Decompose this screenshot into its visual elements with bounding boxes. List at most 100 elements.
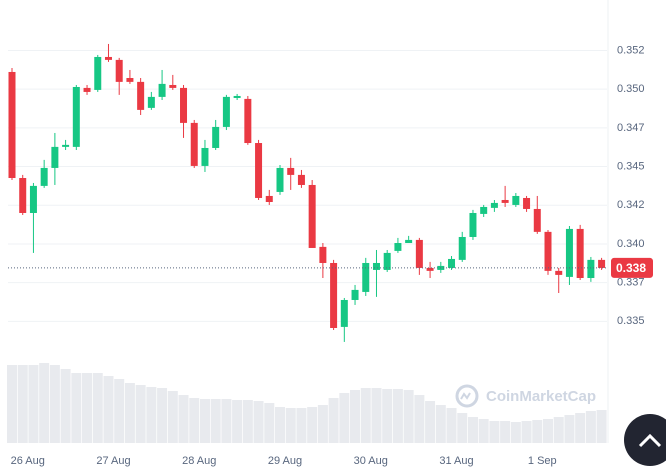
volume-bar xyxy=(285,408,296,443)
volume-bar xyxy=(328,398,339,443)
x-tick-label: 27 Aug xyxy=(96,455,130,467)
x-tick-label: 29 Aug xyxy=(268,455,302,467)
volume-bar xyxy=(17,365,28,443)
current-price-box xyxy=(611,257,653,278)
volume-bar xyxy=(210,399,221,443)
x-tick-label: 28 Aug xyxy=(182,455,216,467)
x-tick-label: 30 Aug xyxy=(354,455,388,467)
volume-bar xyxy=(232,400,243,443)
volume-bar xyxy=(360,388,371,443)
volume-bar xyxy=(467,417,478,443)
scroll-top-button[interactable] xyxy=(624,414,666,466)
y-tick-label: 0.352 xyxy=(617,44,645,56)
y-tick-label: 0.347 xyxy=(617,122,645,134)
volume-bar xyxy=(553,417,564,443)
candle-body xyxy=(555,270,563,275)
candle-body xyxy=(137,81,145,110)
candle-body xyxy=(104,56,112,60)
volume-bar xyxy=(189,398,200,443)
candle-body xyxy=(448,258,456,268)
x-tick-label: 31 Aug xyxy=(439,455,473,467)
volume-bar xyxy=(135,385,146,443)
volume-bar xyxy=(414,395,425,443)
y-tick-label: 0.337 xyxy=(617,277,645,289)
candle-body xyxy=(244,98,252,144)
volume-bar xyxy=(392,389,403,443)
candle-body xyxy=(201,147,209,166)
candle-body xyxy=(222,96,230,127)
candle-body xyxy=(544,231,552,271)
candle-body xyxy=(233,95,241,98)
candle-body xyxy=(190,122,198,166)
x-tick-label: 26 Aug xyxy=(11,455,45,467)
candle-body xyxy=(426,267,434,271)
candle-body xyxy=(523,197,531,209)
candle-body xyxy=(576,228,584,278)
candle-body xyxy=(383,252,391,270)
volume-bar xyxy=(435,405,446,443)
volume-bar xyxy=(575,413,586,443)
volume-bar xyxy=(114,379,125,443)
volume-bar xyxy=(403,390,414,443)
volume-bar xyxy=(317,405,328,443)
candle-body xyxy=(255,143,263,198)
volume-bar xyxy=(39,363,50,443)
current-price-label: 0.338 xyxy=(616,261,646,275)
volume-bar xyxy=(275,407,285,443)
candle-body xyxy=(340,299,348,327)
volume-bar xyxy=(532,420,543,443)
candle-body xyxy=(512,195,520,205)
volume-bar xyxy=(28,365,39,443)
candle-body xyxy=(297,174,305,185)
candle-body xyxy=(62,144,70,147)
candle-body xyxy=(308,184,316,248)
candle-body xyxy=(319,246,327,263)
candle-body xyxy=(276,167,284,192)
candle-body xyxy=(8,71,16,179)
volume-bar xyxy=(49,365,60,443)
volume-bar xyxy=(167,391,178,443)
candle-body xyxy=(169,84,177,88)
volume-bar xyxy=(92,373,103,443)
volume-bar xyxy=(457,413,468,443)
candle-body xyxy=(40,167,48,186)
volume-bar xyxy=(242,400,253,443)
candle-body xyxy=(115,59,123,82)
y-tick-label: 0.342 xyxy=(617,199,645,211)
volume-bar xyxy=(199,399,210,443)
volume-bar xyxy=(382,389,393,443)
watermark-logo xyxy=(455,384,479,408)
candle-body xyxy=(394,243,402,251)
x-tick-label: 1 Sep xyxy=(528,455,557,467)
volume-bar xyxy=(446,408,457,443)
volume-bar xyxy=(521,421,532,443)
y-tick-label: 0.350 xyxy=(617,83,645,95)
candle-body xyxy=(330,262,338,328)
candle-body xyxy=(458,236,466,260)
candle-body xyxy=(469,212,477,237)
candle-body xyxy=(147,96,155,108)
candle-body xyxy=(94,56,102,90)
volume-bar xyxy=(339,393,350,443)
volume-bar xyxy=(425,401,436,443)
volume-bar xyxy=(7,365,17,443)
candle-body xyxy=(501,199,509,203)
candle-body xyxy=(490,202,498,208)
candle-body xyxy=(480,206,488,214)
volume-bar xyxy=(371,388,382,443)
volume-bar xyxy=(500,421,511,443)
volume-bar xyxy=(296,408,307,443)
volume-bar xyxy=(307,407,318,443)
candle-body xyxy=(83,87,91,92)
volume-bar xyxy=(264,403,275,443)
candle-body xyxy=(29,185,37,213)
candle-body xyxy=(51,146,59,168)
volume-bar xyxy=(585,411,596,443)
volume-bar xyxy=(60,369,71,443)
watermark: CoinMarketCap xyxy=(486,388,596,405)
volume-bar xyxy=(253,401,264,443)
volume-bar xyxy=(178,395,189,443)
y-tick-label: 0.335 xyxy=(617,315,645,327)
